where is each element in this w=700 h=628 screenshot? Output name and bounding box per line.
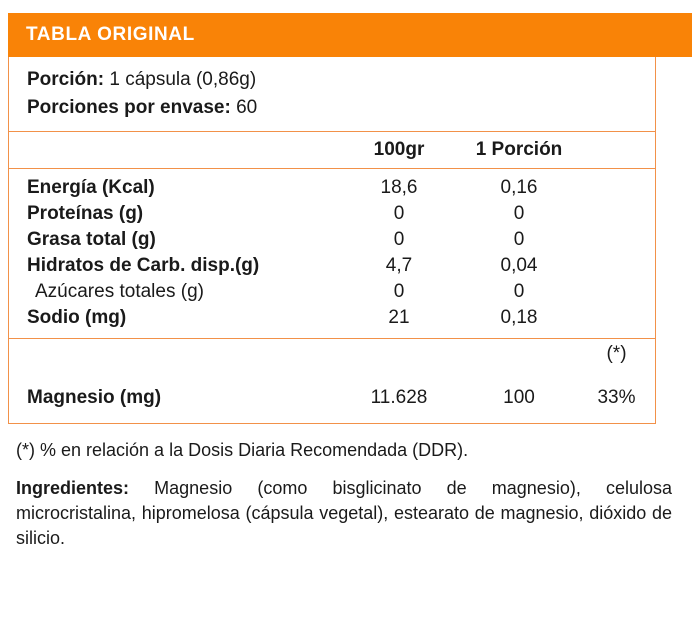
table-row: Energía (Kcal) 18,6 0,16 (9, 175, 655, 201)
nutrient-name: Proteínas (g) (27, 203, 144, 224)
servings-value: 60 (236, 97, 258, 118)
nutrient-per-serving: 0 (513, 281, 525, 302)
nutrient-name: Azúcares totales (g) (35, 281, 204, 302)
nutrient-per-100g: 4,7 (385, 255, 413, 276)
servings-per-container-line: Porciones por envase: 60 (27, 94, 655, 122)
ingredients-text: Magnesio (como bisglicinato de magnesio)… (16, 478, 672, 548)
table-row: Sodio (mg) 21 0,18 (9, 305, 655, 331)
mineral-block: (*) Magnesio (mg) 11.628 100 33% (9, 339, 655, 423)
divider-above-column-headers (9, 131, 655, 132)
mineral-percent-value: 33% (597, 387, 636, 408)
nutrient-rows: Energía (Kcal) 18,6 0,16 Proteínas (g) 0… (9, 169, 655, 338)
portion-line: Porción: 1 cápsula (0,86g) (27, 66, 655, 94)
table-row: Azúcares totales (g) 0 0 (9, 279, 655, 305)
nutrient-name: Hidratos de Carb. disp.(g) (27, 255, 260, 276)
nutrient-per-100g: 21 (388, 307, 410, 328)
nutrient-per-serving: 0,18 (500, 307, 538, 328)
nutrient-per-100g: 0 (393, 229, 405, 250)
column-header-per-serving: 1 Porción (475, 139, 563, 160)
serving-info-block: Porción: 1 cápsula (0,86g) Porciones por… (9, 57, 655, 131)
nutrient-per-100g: 0 (393, 203, 405, 224)
nutrient-per-serving: 0 (513, 229, 525, 250)
table-row: Proteínas (g) 0 0 (9, 201, 655, 227)
table-row: Grasa total (g) 0 0 (9, 227, 655, 253)
mineral-name: Magnesio (mg) (27, 387, 162, 408)
nutrient-name: Sodio (mg) (27, 307, 127, 328)
table-row: Hidratos de Carb. disp.(g) 4,7 0,04 (9, 253, 655, 279)
mineral-per-100g: 11.628 (370, 387, 428, 408)
column-header-per-100g: 100gr (373, 139, 425, 160)
nutrition-table: Porción: 1 cápsula (0,86g) Porciones por… (8, 57, 656, 424)
nutrient-per-serving: 0,04 (500, 255, 538, 276)
portion-value: 1 cápsula (0,86g) (109, 69, 257, 90)
nutrient-per-100g: 18,6 (380, 177, 418, 198)
nutrient-name: Energía (Kcal) (27, 177, 155, 198)
ingredients-label: Ingredientes: (16, 478, 130, 498)
mineral-per-serving: 100 (503, 387, 535, 408)
divider-below-column-headers (9, 168, 655, 169)
table-row: Magnesio (mg) 11.628 100 33% (9, 369, 655, 413)
ddr-footnote: (*) % en relación a la Dosis Diaria Reco… (16, 440, 469, 460)
nutrient-per-serving: 0 (513, 203, 525, 224)
nutrient-name: Grasa total (g) (27, 229, 156, 250)
table-header-row: 100gr 1 Porción (9, 132, 655, 168)
portion-label: Porción: (27, 69, 105, 90)
ingredients-paragraph: Ingredientes: Magnesio (como bisglicinat… (8, 462, 680, 551)
nutrient-per-serving: 0,16 (500, 177, 538, 198)
divider-above-mineral-row (9, 338, 655, 339)
label-header-bar: TABLA ORIGINAL (8, 13, 692, 57)
page-title: TABLA ORIGINAL (26, 24, 195, 45)
mineral-percent-marker: (*) (606, 343, 627, 364)
servings-label: Porciones por envase: (27, 97, 231, 118)
mineral-marker-row: (*) (9, 343, 655, 369)
nutrient-per-100g: 0 (393, 281, 405, 302)
